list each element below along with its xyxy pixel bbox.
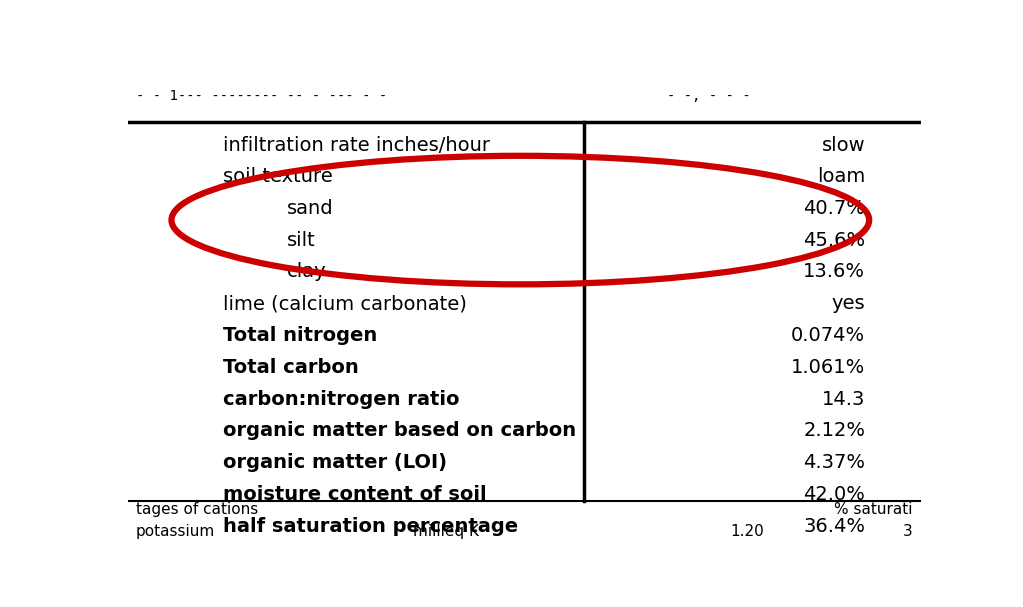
Text: millieq K: millieq K (413, 524, 480, 539)
Text: soil texture: soil texture (223, 167, 332, 186)
Text: 0.074%: 0.074% (791, 326, 865, 345)
Text: 40.7%: 40.7% (803, 199, 865, 218)
Text: 3: 3 (903, 524, 913, 539)
Text: 42.0%: 42.0% (803, 485, 865, 504)
Text: organic matter (LOI): organic matter (LOI) (223, 453, 447, 472)
Text: potassium: potassium (136, 524, 215, 539)
Text: slow: slow (821, 136, 865, 155)
Text: 14.3: 14.3 (821, 390, 865, 409)
Text: 36.4%: 36.4% (803, 517, 865, 536)
Text: 1.20: 1.20 (730, 524, 764, 539)
Text: Total carbon: Total carbon (223, 358, 359, 377)
Text: lime (calcium carbonate): lime (calcium carbonate) (223, 294, 466, 313)
Text: carbon:nitrogen ratio: carbon:nitrogen ratio (223, 390, 459, 409)
Text: organic matter based on carbon: organic matter based on carbon (223, 421, 576, 440)
Text: half saturation percentage: half saturation percentage (223, 517, 518, 536)
Text: silt: silt (286, 231, 315, 249)
Text: loam: loam (817, 167, 865, 186)
Text: 1.061%: 1.061% (791, 358, 865, 377)
Text: % saturati: % saturati (835, 503, 913, 517)
Text: 2.12%: 2.12% (803, 421, 865, 440)
Text: moisture content of soil: moisture content of soil (223, 485, 487, 504)
Text: - - 1--- -------- -- - --- - -: - - 1--- -------- -- - --- - - (136, 89, 387, 103)
Text: - -, - - -: - -, - - - (667, 89, 751, 103)
Text: sand: sand (286, 199, 333, 218)
Text: tages of cations: tages of cations (136, 503, 258, 517)
Text: infiltration rate inches/hour: infiltration rate inches/hour (223, 136, 490, 155)
Text: clay: clay (286, 262, 326, 282)
Text: 4.37%: 4.37% (803, 453, 865, 472)
Text: 13.6%: 13.6% (803, 262, 865, 282)
Text: Total nitrogen: Total nitrogen (223, 326, 377, 345)
Text: 45.6%: 45.6% (803, 231, 865, 249)
Text: yes: yes (832, 294, 865, 313)
